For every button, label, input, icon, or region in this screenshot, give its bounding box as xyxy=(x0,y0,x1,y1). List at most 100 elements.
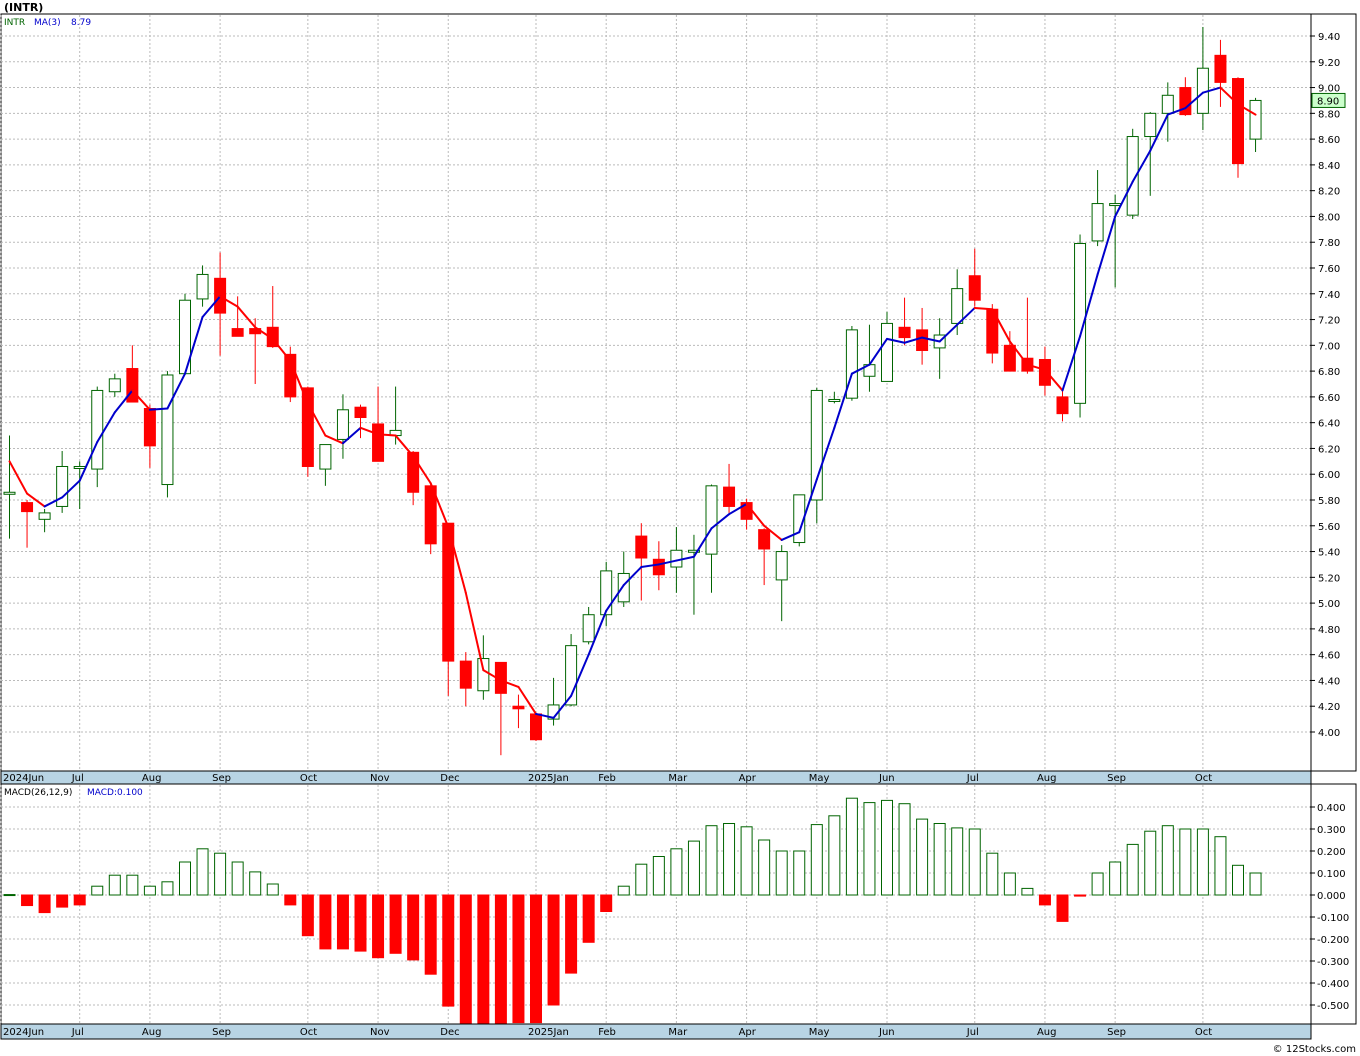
macd-bar xyxy=(126,874,139,896)
candle xyxy=(652,541,665,591)
macd-bar xyxy=(530,894,542,1024)
ma-segment xyxy=(517,685,537,715)
macd-bar xyxy=(617,885,630,896)
macd-bar xyxy=(424,894,437,975)
candle-body xyxy=(231,328,244,337)
ma-segment xyxy=(1061,335,1082,392)
candle xyxy=(21,500,34,548)
ma-segment xyxy=(745,502,766,527)
candle xyxy=(108,373,121,397)
date-label: Feb xyxy=(598,1027,616,1038)
macd-bar xyxy=(389,894,402,954)
macd-bar xyxy=(1056,894,1069,922)
candle-body xyxy=(828,398,841,402)
macd-bar xyxy=(740,826,753,896)
candle-body xyxy=(407,451,420,493)
candle-body xyxy=(1056,396,1069,415)
ma-segment xyxy=(236,305,257,329)
candle-body xyxy=(968,275,981,301)
date-label: Mar xyxy=(668,773,688,784)
macd-tick-label: -0.300 xyxy=(1317,957,1349,968)
ma-segment xyxy=(640,563,660,569)
ma-segment xyxy=(657,559,678,566)
candle xyxy=(1179,77,1192,116)
candle xyxy=(600,561,613,627)
ma-segment xyxy=(166,372,186,410)
date-label: Oct xyxy=(300,1027,317,1038)
price-tick-label: 4.80 xyxy=(1318,625,1340,636)
macd-bar xyxy=(968,828,981,896)
candle-body xyxy=(635,535,648,559)
price-tick-label: 8.60 xyxy=(1318,135,1340,146)
ma-segment xyxy=(394,434,415,458)
candle xyxy=(758,528,771,586)
candle xyxy=(91,386,104,488)
ma-segment xyxy=(341,426,362,445)
ma-segment xyxy=(113,389,134,414)
candle xyxy=(231,296,244,337)
candle xyxy=(1249,97,1262,152)
candle xyxy=(38,509,51,533)
price-tick-label: 4.60 xyxy=(1318,651,1340,662)
ma-segment xyxy=(1043,368,1064,392)
ma-segment xyxy=(1008,340,1029,366)
candle xyxy=(1091,170,1104,247)
chart-title: (INTR) xyxy=(4,1,43,14)
candle-body xyxy=(1074,243,1087,404)
candle xyxy=(1056,390,1069,422)
macd-bar xyxy=(758,839,771,896)
candle-body xyxy=(617,572,630,603)
candle xyxy=(372,386,385,462)
ma-segment xyxy=(570,653,590,697)
date-label: Aug xyxy=(1037,773,1057,784)
candle xyxy=(617,551,630,607)
legend-symbol: INTR xyxy=(4,18,25,28)
macd-bar xyxy=(845,797,858,896)
candle xyxy=(126,345,139,403)
candle xyxy=(845,326,858,401)
candle-body xyxy=(723,486,736,507)
candle-body xyxy=(143,407,156,447)
ma-segment xyxy=(219,295,239,308)
ma-segment xyxy=(675,555,695,562)
ma-segment xyxy=(254,326,274,340)
ma-segment xyxy=(692,527,713,558)
ma-segment xyxy=(605,584,625,612)
candle-body xyxy=(301,387,314,467)
last-price-badge: 8.90 xyxy=(1311,92,1346,108)
candle-body xyxy=(196,273,209,300)
ma-segment xyxy=(377,433,397,437)
candle xyxy=(582,606,595,645)
candle xyxy=(1232,77,1244,178)
ma-segment xyxy=(8,460,29,495)
candle xyxy=(1214,39,1227,107)
price-tick-label: 7.00 xyxy=(1318,341,1340,352)
price-tick-label: 5.00 xyxy=(1318,599,1340,610)
price-legend: INTR MA(3) 8.79 xyxy=(4,18,91,28)
ma-line xyxy=(8,86,1257,719)
candle-body xyxy=(565,645,578,706)
date-label: Feb xyxy=(598,773,616,784)
candle xyxy=(530,712,542,742)
candle xyxy=(442,522,455,696)
price-tick-label: 9.20 xyxy=(1318,58,1340,69)
candle xyxy=(723,463,736,513)
ma-segment xyxy=(184,315,204,375)
candle-body xyxy=(845,329,858,399)
ma-segment xyxy=(148,407,169,411)
candle-body xyxy=(1126,136,1139,216)
macd-tick-label: 0.100 xyxy=(1317,869,1346,880)
price-tick-label: 6.60 xyxy=(1318,393,1340,404)
macd-bar xyxy=(986,852,999,896)
ma-segment xyxy=(1201,86,1222,94)
ma-segment xyxy=(728,502,748,516)
macd-legend-label: MACD(26,12,9) xyxy=(4,788,72,798)
macd-bar xyxy=(372,894,385,959)
candle xyxy=(810,387,823,524)
candle-body xyxy=(1232,78,1244,165)
candle-body xyxy=(319,444,332,470)
macd-bar xyxy=(1196,828,1209,896)
macd-bar xyxy=(1109,861,1122,896)
candle xyxy=(319,444,332,486)
date-label: Mar xyxy=(668,1027,688,1038)
